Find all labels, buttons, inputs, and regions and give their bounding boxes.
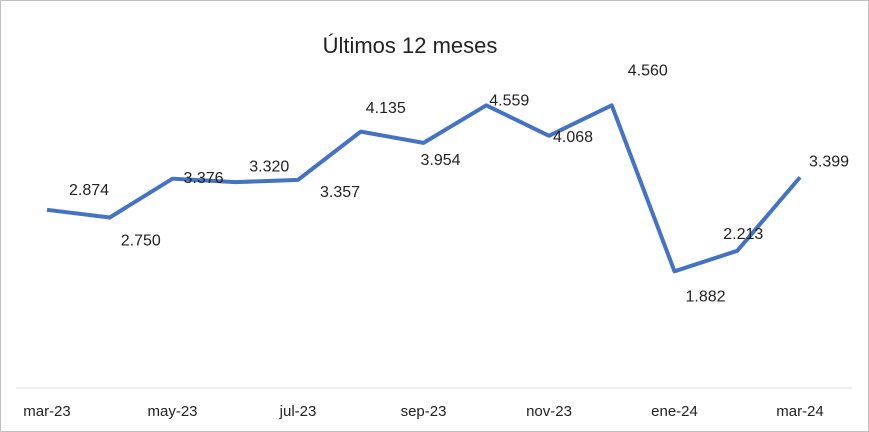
data-label: 3.357 (320, 184, 360, 201)
x-tick-label: may-23 (147, 403, 197, 420)
x-tick-label: ene-24 (651, 403, 698, 420)
chart-title: Últimos 12 meses (323, 33, 498, 58)
data-label: 4.559 (489, 93, 529, 110)
data-label: 2.750 (121, 233, 161, 250)
data-label: 3.320 (249, 158, 289, 175)
x-tick-label: jul-23 (279, 403, 317, 420)
data-label: 2.874 (69, 182, 109, 199)
x-tick-label: mar-24 (776, 403, 824, 420)
x-tick-label: nov-23 (526, 403, 572, 420)
data-label: 3.399 (809, 153, 849, 170)
x-tick-label: sep-23 (401, 403, 447, 420)
data-label: 4.560 (628, 62, 668, 79)
data-label: 3.376 (183, 170, 223, 187)
data-label: 3.954 (420, 152, 460, 169)
x-tick-label: mar-23 (23, 403, 71, 420)
data-label: 1.882 (685, 289, 725, 306)
data-label: 4.068 (553, 129, 593, 146)
data-label: 2.213 (723, 226, 763, 243)
data-line (46, 103, 802, 274)
data-label: 4.135 (366, 100, 406, 117)
